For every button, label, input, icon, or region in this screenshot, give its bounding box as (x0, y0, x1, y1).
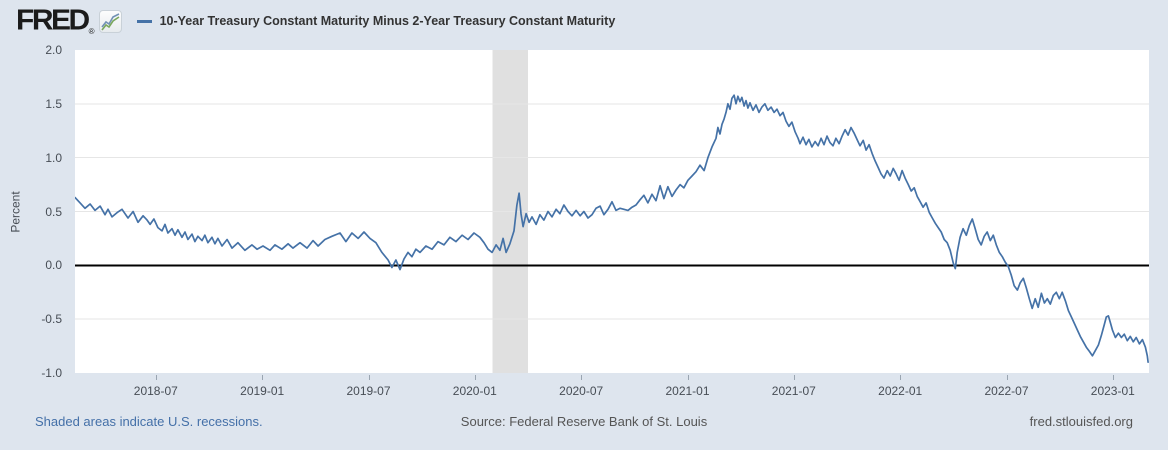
y-axis: 2.0 1.5 1.0 0.5 0.0 -0.5 -1.0 (0, 43, 66, 380)
x-axis-tick-label: 2022-01 (878, 384, 923, 398)
legend-line-swatch (136, 19, 152, 23)
x-axis-tick-label: 2023-01 (1090, 384, 1135, 398)
fred-sparkline-icon (98, 9, 122, 33)
x-axis-tick-mark (687, 375, 689, 380)
x-axis-tick-mark (1112, 375, 1114, 380)
x-axis-tick-label: 2020-07 (559, 384, 604, 398)
x-axis-tick-mark (474, 375, 476, 380)
x-axis-tick-mark (262, 375, 264, 380)
recession-note-link[interactable]: Shaded areas indicate U.S. recessions. (35, 414, 263, 429)
x-axis-tick-mark (793, 375, 795, 380)
x-axis-tick-label: 2018-07 (133, 384, 178, 398)
graph-footer: Shaded areas indicate U.S. recessions. S… (0, 410, 1168, 434)
source-text: Source: Federal Reserve Bank of St. Loui… (460, 414, 708, 429)
x-axis-tick-mark (581, 375, 583, 380)
y-axis-tick-label: 1.0 (45, 150, 62, 165)
y-axis-tick-label: 2.0 (45, 43, 62, 57)
y-axis-tick-label: 0.0 (45, 258, 62, 273)
x-axis-tick-mark (1006, 375, 1008, 380)
x-axis-tick-label: 2021-07 (771, 384, 816, 398)
x-axis-tick-label: 2019-07 (346, 384, 391, 398)
x-axis-tick-mark (155, 375, 157, 380)
chart-svg (75, 50, 1149, 373)
y-axis-tick-label: 0.5 (45, 204, 62, 219)
fred-site-link[interactable]: fred.stlouisfed.org (1029, 414, 1133, 429)
series-legend: 10-Year Treasury Constant Maturity Minus… (136, 14, 616, 28)
chart-plot-area[interactable] (75, 50, 1149, 373)
graph-header: FRED ® 10-Year Treasury Constant Maturit… (0, 0, 1168, 42)
x-axis-tick-label: 2019-01 (240, 384, 285, 398)
registered-trademark: ® (88, 27, 95, 36)
x-axis-tick-mark (368, 375, 370, 380)
y-axis-tick-label: -0.5 (41, 312, 62, 327)
x-axis-tick-label: 2020-01 (452, 384, 497, 398)
x-axis: 2018-07 2019-01 2019-07 2020-01 2020-07 2021-… (75, 373, 1149, 405)
series-line (75, 94, 1149, 364)
legend-series-label[interactable]: 10-Year Treasury Constant Maturity Minus… (159, 14, 616, 28)
fred-logo[interactable]: FRED (16, 4, 90, 37)
y-axis-tick-label: 1.5 (45, 96, 62, 111)
x-axis-tick-label: 2022-07 (984, 384, 1029, 398)
x-axis-tick-label: 2021-01 (665, 384, 710, 398)
x-axis-tick-mark (900, 375, 902, 380)
y-axis-tick-label: -1.0 (41, 366, 62, 380)
